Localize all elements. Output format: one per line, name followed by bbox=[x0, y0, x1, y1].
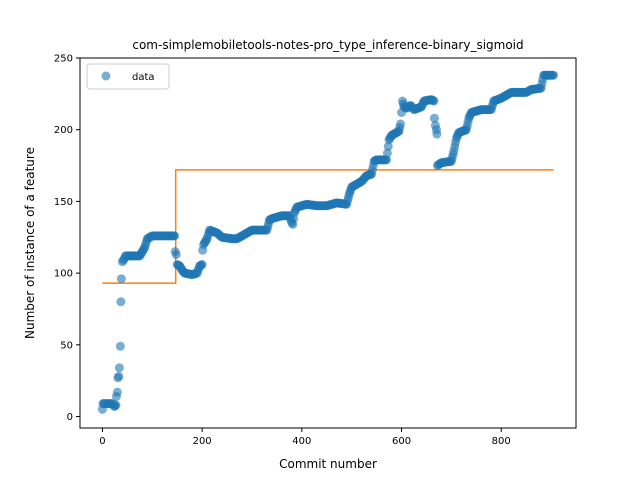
plot-area bbox=[79, 57, 577, 429]
x-tick-label: 600 bbox=[392, 436, 411, 447]
y-tick-label: 0 bbox=[67, 412, 73, 423]
data-point bbox=[116, 297, 126, 307]
x-axis: 0 200 400 600 800 bbox=[99, 428, 511, 447]
fit-line-layer bbox=[102, 169, 554, 284]
y-tick-label: 250 bbox=[54, 54, 73, 65]
data-point bbox=[429, 113, 439, 123]
data-point bbox=[115, 341, 125, 351]
x-tick-label: 0 bbox=[99, 436, 105, 447]
fit-step-line bbox=[102, 169, 554, 284]
data-point bbox=[171, 249, 181, 259]
data-point bbox=[112, 387, 122, 397]
legend-label-data: data bbox=[132, 72, 155, 83]
y-tick-label: 200 bbox=[54, 125, 73, 136]
data-point bbox=[429, 96, 439, 106]
plot-frame bbox=[79, 57, 577, 429]
x-tick-label: 800 bbox=[492, 436, 511, 447]
data-point bbox=[114, 363, 124, 373]
y-tick-label: 100 bbox=[54, 269, 73, 280]
data-point bbox=[432, 129, 442, 139]
chart-title: com-simplemobiletools-notes-pro_type_inf… bbox=[132, 38, 523, 52]
data-point bbox=[549, 70, 559, 80]
data-point bbox=[114, 371, 124, 381]
y-axis: 0 50 100 150 200 250 bbox=[54, 54, 80, 423]
legend-marker-data bbox=[101, 71, 111, 81]
scatter-points-layer bbox=[97, 70, 559, 414]
data-point bbox=[382, 155, 392, 165]
data-point bbox=[396, 119, 406, 129]
data-point bbox=[383, 141, 393, 151]
data-point bbox=[170, 231, 180, 241]
y-tick-label: 150 bbox=[54, 197, 73, 208]
x-axis-label: Commit number bbox=[279, 457, 377, 471]
legend-frame bbox=[86, 63, 170, 90]
x-tick-label: 400 bbox=[292, 436, 311, 447]
y-axis-label: Number of instance of a feature bbox=[23, 147, 37, 339]
data-point bbox=[197, 260, 207, 270]
x-tick-label: 200 bbox=[193, 436, 212, 447]
data-point bbox=[111, 400, 121, 410]
y-tick-label: 50 bbox=[60, 340, 73, 351]
legend: data bbox=[86, 63, 170, 90]
data-point bbox=[382, 148, 392, 158]
data-point bbox=[116, 274, 126, 284]
